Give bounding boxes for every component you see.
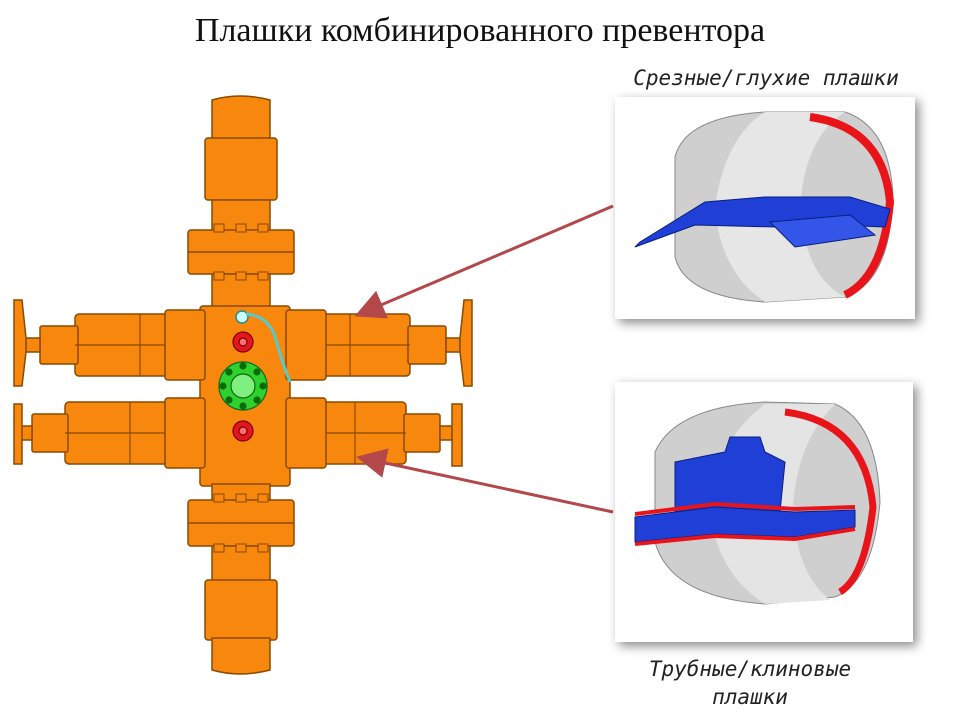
shear-blind-rams-label: Срезные/глухие плашки	[633, 66, 899, 90]
upper-pipe	[211, 95, 271, 141]
pipe-wedge-rams-label-line1: Трубные/клиновые	[648, 657, 852, 681]
arrow-to-pipe-rams	[356, 448, 614, 514]
upper-pipe-coupling	[204, 137, 278, 201]
pipe-wedge-rams-label-line2: плашки	[712, 685, 788, 709]
pipe-rams-image	[615, 382, 913, 642]
upper-handwheel-left	[13, 299, 27, 387]
upper-valve	[232, 331, 254, 353]
arrow-to-shear-rams	[354, 204, 614, 319]
pipe-wedge-rams-label: Трубные/клиновые плашки	[600, 655, 900, 711]
lower-handwheel-right	[451, 403, 463, 467]
lower-valve	[232, 420, 254, 442]
shear-rams-image	[615, 97, 915, 319]
page-title: Плашки комбинированного превентора	[194, 12, 766, 49]
lower-handwheel-left	[13, 403, 23, 465]
hydraulic-line	[235, 310, 292, 383]
lower-pipe-coupling	[204, 579, 278, 641]
upper-handwheel-right	[459, 299, 473, 387]
side-outlet-flange	[218, 361, 268, 411]
lower-pipe	[211, 637, 271, 675]
